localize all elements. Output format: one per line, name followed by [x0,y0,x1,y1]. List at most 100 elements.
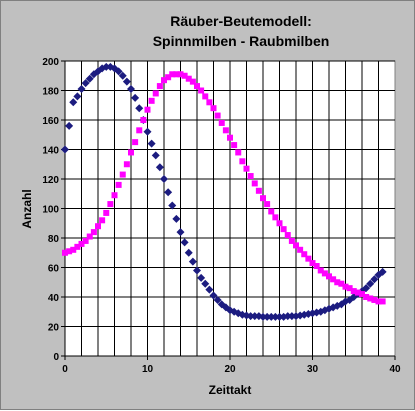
data-point [366,279,375,288]
data-point [363,294,370,300]
data-point [107,201,114,208]
data-point [61,145,69,154]
y-tick-label: 200 [42,57,59,68]
data-point [131,93,140,102]
data-point [155,163,164,172]
series-2 [62,71,386,305]
data-point [169,71,176,78]
data-point [359,291,365,298]
data-point [114,67,123,76]
y-tick-label: 0 [53,352,59,363]
x-axis-ticks: 0 10 20 30 40 [62,356,401,375]
data-point [115,181,122,188]
data-point [293,242,299,249]
x-tick-label: 20 [224,364,236,375]
y-tick-label: 20 [48,323,60,334]
series-1 [61,62,387,321]
data-point [73,92,82,101]
data-point [161,77,167,84]
x-axis-label: Zeittakt [209,383,252,397]
data-point [205,285,214,294]
y-tick-label: 80 [48,234,60,245]
data-point [267,312,276,321]
data-point [185,75,192,82]
data-point [375,298,382,305]
y-tick-label: 140 [42,146,59,157]
data-point [263,312,272,321]
data-point [288,237,295,244]
data-point [62,249,68,256]
data-point [301,251,308,258]
data-point [118,71,127,80]
data-point [165,74,172,81]
data-point [78,240,85,247]
data-point [151,151,160,160]
data-point [280,226,287,233]
data-point [181,72,188,79]
data-point [156,83,163,90]
data-point [102,62,111,71]
x-tick-label: 40 [389,364,401,375]
data-point [65,121,74,130]
data-point [198,87,205,94]
data-point [123,161,130,168]
data-point [251,180,258,187]
data-point [74,243,81,250]
data-point [235,149,242,156]
data-point [194,83,200,90]
data-point [173,71,180,78]
data-point [189,78,196,85]
y-tick-label: 160 [42,116,59,127]
data-point [326,273,332,280]
y-axis-ticks: 0 20 40 60 80 100 120 140 160 180 200 [42,57,65,363]
data-point [330,276,337,283]
chart-subtitle: Spinnmilben - Raubmilben [153,33,330,49]
data-point [177,71,184,78]
data-point [206,99,213,106]
data-point [309,260,316,267]
data-point [313,263,320,270]
data-point [268,208,275,215]
data-point [86,233,93,240]
data-point [250,312,259,321]
data-point [246,312,255,321]
chart-title: Räuber-Beutemodell: [170,13,312,29]
data-point [239,158,246,165]
data-point [85,74,94,83]
data-point [172,214,181,223]
data-point [275,312,284,321]
data-point [66,248,73,255]
data-point [160,175,168,183]
y-axis-label: Anzahl [20,189,34,228]
data-point [140,117,147,123]
data-point [111,192,118,199]
y-tick-label: 120 [42,175,59,186]
data-point [176,228,185,237]
x-tick-label: 10 [142,364,154,375]
data-point [259,312,267,321]
y-tick-label: 100 [42,205,59,216]
data-point [255,187,262,194]
data-point [354,289,361,296]
data-point [247,173,254,180]
data-point [362,284,371,293]
data-point [128,149,134,156]
data-point [147,139,156,148]
data-point [305,255,312,262]
data-point [287,312,296,321]
data-point [231,142,238,149]
data-point [214,112,221,119]
data-point [135,104,144,113]
data-point [188,257,197,266]
data-point [180,238,189,247]
data-point [378,267,387,276]
data-point [317,267,324,274]
data-point [168,201,177,210]
data-point [371,296,378,303]
data-point [103,209,110,216]
data-point [379,298,386,305]
data-point [201,279,210,288]
data-point [284,232,291,239]
data-point [70,246,77,253]
